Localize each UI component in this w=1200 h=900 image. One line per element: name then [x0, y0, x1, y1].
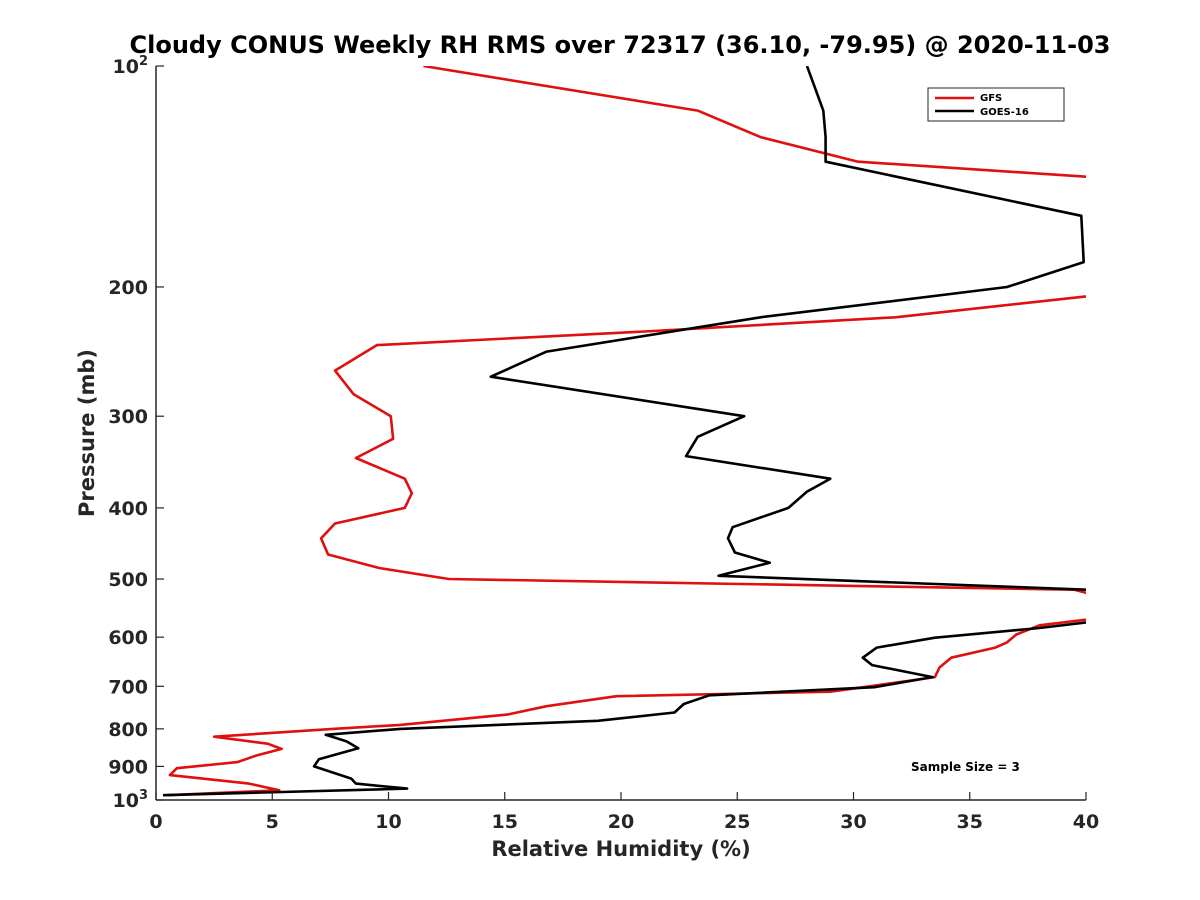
y-axis-label: Pressure (mb): [75, 349, 99, 517]
x-tick-label: 35: [957, 811, 983, 833]
series-line-goes16: [162, 66, 1086, 797]
x-tick-label: 15: [492, 811, 518, 833]
y-tick-label: 800: [108, 719, 148, 741]
y-tick-label: 200: [108, 277, 148, 299]
y-tick-label: 400: [108, 498, 148, 520]
legend-box: [927, 87, 1065, 122]
y-tick-label: 700: [108, 676, 148, 698]
x-tick-label: 0: [149, 811, 162, 833]
x-tick-label: 20: [608, 811, 634, 833]
y-tick-label: 102: [113, 54, 149, 78]
x-tick-label: 40: [1073, 811, 1099, 833]
plot-area: [156, 66, 1086, 800]
y-tick-label: 600: [108, 627, 148, 649]
x-tick-label: 10: [375, 811, 401, 833]
y-ticks: 102 200 300 400 500 600 700 800 900 103: [108, 54, 164, 812]
y-tick-label: 900: [108, 756, 148, 778]
x-tick-label: 25: [724, 811, 750, 833]
series-layer: [162, 66, 1086, 797]
y-tick-label: 500: [108, 569, 148, 591]
sample-size-annotation: Sample Size = 3: [911, 760, 1020, 774]
legend: GFS GOES-16: [927, 87, 1065, 122]
legend-label-goes16: GOES-16: [980, 107, 1029, 118]
y-tick-label: 300: [108, 406, 148, 428]
chart-title: Cloudy CONUS Weekly RH RMS over 72317 (3…: [130, 31, 1111, 59]
legend-label-gfs: GFS: [980, 93, 1002, 104]
x-tick-label: 30: [840, 811, 866, 833]
x-ticks: 0 5 10 15 20 25 30 35 40: [149, 792, 1099, 833]
x-tick-label: 5: [266, 811, 279, 833]
series-line-gfs: [167, 66, 1086, 797]
x-axis-label: Relative Humidity (%): [491, 837, 750, 861]
y-tick-label: 103: [113, 788, 149, 812]
